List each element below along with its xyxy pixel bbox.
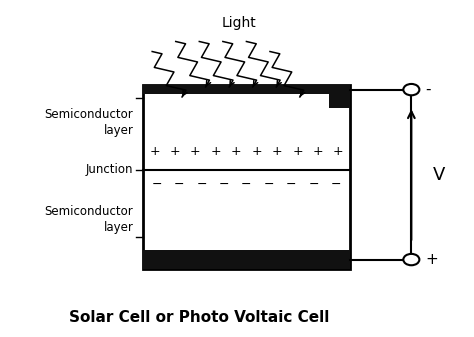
Text: −: − — [219, 178, 229, 191]
Text: Junction: Junction — [86, 163, 133, 176]
Text: −: − — [196, 178, 207, 191]
Text: Solar Cell or Photo Voltaic Cell: Solar Cell or Photo Voltaic Cell — [69, 310, 329, 325]
Circle shape — [403, 84, 419, 95]
Text: -: - — [426, 82, 431, 97]
Text: −: − — [308, 178, 319, 191]
Text: −: − — [241, 178, 252, 191]
Text: +: + — [292, 145, 303, 158]
Text: +: + — [333, 145, 344, 158]
Circle shape — [403, 254, 419, 265]
Bar — [143, 250, 350, 269]
Text: −: − — [331, 178, 341, 191]
Text: +: + — [251, 145, 262, 158]
Text: −: − — [152, 178, 162, 191]
Text: V: V — [433, 165, 445, 184]
Text: +: + — [231, 145, 242, 158]
Text: Light: Light — [222, 16, 257, 30]
Text: −: − — [174, 178, 184, 191]
Text: +: + — [426, 252, 438, 267]
Bar — [143, 85, 350, 94]
Text: +: + — [312, 145, 323, 158]
Text: +: + — [272, 145, 283, 158]
Bar — [329, 85, 350, 108]
Bar — [143, 85, 350, 269]
Text: +: + — [190, 145, 201, 158]
Text: Semiconductor
layer: Semiconductor layer — [45, 205, 133, 234]
Text: +: + — [170, 145, 180, 158]
Text: +: + — [149, 145, 160, 158]
Text: Semiconductor
layer: Semiconductor layer — [45, 108, 133, 136]
Text: +: + — [210, 145, 221, 158]
Text: −: − — [286, 178, 296, 191]
Text: −: − — [264, 178, 274, 191]
